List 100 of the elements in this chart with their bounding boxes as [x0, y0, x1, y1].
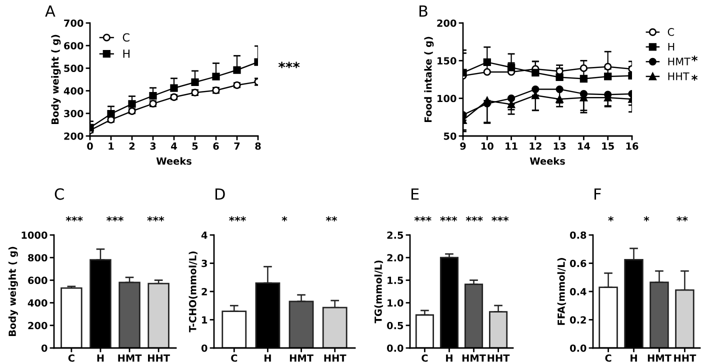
x-tick-label: HMT: [648, 354, 672, 362]
chart-title: D: [216, 188, 225, 200]
y-axis-title: Food intake ( g): [424, 36, 434, 122]
y-tick-label: 400: [64, 87, 84, 95]
x-tick-label: H: [446, 354, 452, 362]
y-tick-label: 0.0: [570, 344, 586, 352]
y-axis-title: TG(mmol/L): [374, 260, 384, 324]
y-tick-label: 0.8: [570, 231, 586, 239]
text: *: [608, 216, 614, 222]
text: ***: [440, 216, 458, 222]
y-tick-label: 4: [201, 232, 208, 239]
x-tick-label: 6: [213, 142, 219, 150]
text: ***: [466, 216, 483, 222]
chart-title: C: [54, 188, 64, 200]
x-tick-label: 2: [129, 142, 135, 150]
y-tick-label: 600: [64, 42, 84, 50]
y-tick-label: 150: [438, 57, 456, 64]
y-tick-label: 2.0: [387, 254, 404, 262]
chart-title: F: [594, 188, 601, 200]
x-tick-label: 0: [87, 142, 93, 150]
y-axis-title: FFA(mmol/L): [557, 258, 566, 325]
x-tick-label: HMT: [118, 354, 142, 362]
x-tick-label: 14: [578, 142, 590, 150]
x-tick-label: 4: [171, 142, 177, 150]
y-tick-label: 0.0: [386, 344, 404, 352]
y-tick-label: 200: [437, 19, 456, 27]
x-tick-label: 10: [481, 142, 494, 150]
text: ***: [492, 216, 509, 222]
legend-label: C: [122, 33, 130, 42]
text: ***: [66, 216, 83, 222]
legend-label: H: [123, 50, 130, 58]
text: ***: [414, 216, 432, 222]
y-tick-label: 800: [28, 254, 48, 262]
x-tick-label: H: [97, 354, 104, 362]
legend-label: HHT: [668, 72, 690, 80]
y-tick-label: 0.2: [570, 316, 586, 324]
y-tick-label: 0.6: [570, 260, 586, 268]
x-tick-label: 11: [506, 142, 518, 150]
x-axis-title: Weeks: [156, 157, 192, 165]
chart-title: E: [412, 188, 419, 200]
x-tick-label: 1: [108, 142, 114, 150]
y-tick-label: 100: [438, 94, 456, 102]
text: ***: [229, 216, 246, 222]
y-tick-label: 0.5: [386, 322, 404, 330]
x-tick-label: HHT: [324, 354, 346, 362]
x-axis-title: Weeks: [530, 157, 565, 165]
x-tick-label: HHT: [488, 354, 510, 362]
y-tick-label: 0: [41, 344, 48, 352]
text: **: [326, 216, 338, 222]
y-tick-label: 2: [202, 288, 207, 296]
x-tick-label: HHT: [674, 354, 696, 362]
y-axis-title: T-CHO(mmol/L): [188, 252, 198, 332]
y-tick-label: 1: [202, 316, 208, 324]
text: *: [282, 216, 288, 222]
y-tick-label: 400: [28, 299, 48, 307]
y-tick-label: 600: [28, 276, 48, 284]
x-tick-label: 13: [554, 142, 566, 150]
text: ***: [278, 62, 300, 68]
x-tick-label: 15: [602, 142, 614, 150]
y-axis-title: Body weight ( g): [8, 246, 18, 336]
x-tick-label: C: [68, 354, 74, 362]
y-tick-label: 1.0: [388, 299, 404, 307]
text: ***: [147, 216, 164, 222]
y-tick-label: 1.5: [388, 276, 404, 284]
chart-title: A: [45, 5, 56, 17]
text: **: [676, 216, 688, 222]
x-tick-label: 16: [626, 142, 638, 150]
x-tick-label: 5: [192, 142, 198, 150]
legend-label: HMT: [668, 58, 690, 66]
x-tick-label: C: [605, 354, 612, 362]
y-tick-label: 200: [64, 132, 84, 140]
legend-label: H: [668, 42, 674, 51]
x-tick-label: H: [264, 354, 271, 362]
x-tick-label: C: [231, 354, 238, 362]
x-tick-label: 9: [460, 142, 466, 150]
y-tick-label: 2.5: [387, 231, 404, 239]
legend-label: C: [668, 28, 674, 36]
x-tick-label: 3: [150, 142, 156, 150]
x-tick-label: 8: [255, 142, 261, 150]
x-tick-label: HMT: [290, 354, 314, 362]
y-tick-label: 0: [201, 344, 208, 352]
x-tick-label: HMT: [462, 354, 486, 362]
x-tick-label: C: [422, 354, 428, 362]
y-tick-label: 200: [28, 322, 48, 330]
chart-title: B: [420, 5, 428, 17]
y-tick-label: 0.4: [570, 288, 586, 296]
y-tick-label: 1000: [22, 231, 48, 239]
y-tick-label: 3: [202, 260, 207, 268]
text: ***: [106, 216, 124, 222]
x-tick-label: 7: [234, 142, 240, 150]
y-tick-label: 500: [64, 64, 84, 72]
y-tick-label: 300: [64, 110, 84, 118]
y-tick-label: 50: [444, 132, 456, 140]
text: *: [644, 216, 650, 222]
y-axis-title: Body weight ( g): [51, 34, 61, 124]
x-tick-label: H: [630, 354, 637, 362]
y-tick-label: 700: [64, 19, 84, 27]
x-tick-label: HHT: [148, 354, 170, 362]
text: *: [692, 74, 698, 81]
x-tick-label: 12: [530, 142, 542, 150]
